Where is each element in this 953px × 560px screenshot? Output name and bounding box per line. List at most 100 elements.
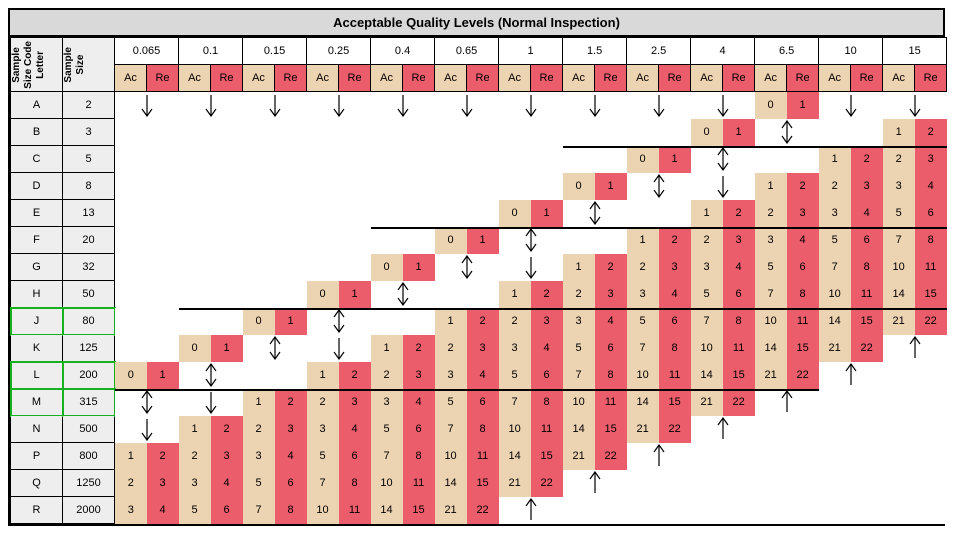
re-value-cell: 8: [915, 227, 947, 254]
ac-value-cell: 3: [819, 200, 851, 227]
re-value-cell: 2: [723, 200, 755, 227]
blank-cell: [243, 281, 307, 308]
re-value-cell: 4: [659, 281, 691, 308]
arrow-cell: [627, 92, 691, 119]
re-value-cell: 4: [595, 308, 627, 335]
re-value-cell: 8: [787, 281, 819, 308]
re-value-cell: 3: [851, 173, 883, 200]
blank-cell: [499, 146, 563, 173]
re-value-cell: 6: [403, 416, 435, 443]
blank-cell: [115, 281, 179, 308]
ac-value-cell: 0: [499, 200, 531, 227]
arrow-cell: [819, 92, 883, 119]
re-value-cell: 1: [147, 362, 179, 389]
blank-cell: [371, 227, 435, 254]
ac-value-cell: 7: [307, 470, 339, 497]
re-value-cell: 1: [339, 281, 371, 308]
arrow-cell: [563, 92, 627, 119]
re-value-cell: 3: [403, 362, 435, 389]
aql-level-header: 0.4: [371, 38, 435, 65]
blank-cell: [179, 227, 243, 254]
blank-cell: [755, 443, 819, 470]
re-value-cell: 1: [595, 173, 627, 200]
re-value-cell: 2: [787, 173, 819, 200]
ac-value-cell: 1: [371, 335, 403, 362]
re-value-cell: 4: [851, 200, 883, 227]
arrow-cell: [371, 92, 435, 119]
ac-value-cell: 14: [819, 308, 851, 335]
re-value-cell: 11: [851, 281, 883, 308]
arrow-cell: [499, 254, 563, 281]
blank-cell: [307, 119, 371, 146]
aql-level-header: 0.1: [179, 38, 243, 65]
re-value-cell: 2: [851, 146, 883, 173]
arrow-cell: [499, 497, 563, 524]
blank-cell: [371, 119, 435, 146]
blank-cell: [115, 173, 179, 200]
blank-cell: [307, 254, 371, 281]
sample-size-cell: 3: [63, 119, 115, 146]
blank-cell: [307, 146, 371, 173]
blank-cell: [435, 281, 499, 308]
ac-value-cell: 3: [307, 416, 339, 443]
aql-level-header: 4: [691, 38, 755, 65]
ac-value-cell: 2: [435, 335, 467, 362]
ac-value-cell: 0: [179, 335, 211, 362]
re-value-cell: 2: [915, 119, 947, 146]
aql-level-header: 0.15: [243, 38, 307, 65]
ac-value-cell: 5: [435, 389, 467, 416]
code-letter-cell: L: [11, 362, 63, 389]
re-value-cell: 6: [467, 389, 499, 416]
ac-value-cell: 7: [563, 362, 595, 389]
sample-size-cell: 8: [63, 173, 115, 200]
code-letter-cell: K: [11, 335, 63, 362]
re-value-cell: 1: [531, 200, 563, 227]
ac-header: Ac: [755, 65, 787, 92]
ac-value-cell: 21: [435, 497, 467, 524]
re-value-cell: 6: [915, 200, 947, 227]
arrow-cell: [115, 389, 179, 416]
arrow-cell: [307, 335, 371, 362]
re-value-cell: 11: [595, 389, 627, 416]
ac-value-cell: 5: [819, 227, 851, 254]
ac-header: Ac: [691, 65, 723, 92]
ac-header: Ac: [883, 65, 915, 92]
re-value-cell: 4: [467, 362, 499, 389]
ac-value-cell: 14: [499, 443, 531, 470]
blank-cell: [115, 335, 179, 362]
re-value-cell: 4: [147, 497, 179, 524]
ac-value-cell: 2: [563, 281, 595, 308]
ac-value-cell: 21: [563, 443, 595, 470]
ac-value-cell: 1: [563, 254, 595, 281]
re-value-cell: 2: [275, 389, 307, 416]
code-letter-cell: D: [11, 173, 63, 200]
ac-value-cell: 5: [179, 497, 211, 524]
re-value-cell: 22: [659, 416, 691, 443]
blank-cell: [819, 443, 883, 470]
ac-value-cell: 2: [819, 173, 851, 200]
ac-value-cell: 10: [819, 281, 851, 308]
re-value-cell: 8: [659, 335, 691, 362]
blank-cell: [243, 146, 307, 173]
arrow-cell: [499, 92, 563, 119]
ac-header: Ac: [179, 65, 211, 92]
sample-size-cell: 1250: [63, 470, 115, 497]
blank-cell: [435, 173, 499, 200]
ac-value-cell: 3: [243, 443, 275, 470]
arrow-cell: [435, 92, 499, 119]
blank-cell: [819, 416, 883, 443]
re-value-cell: 3: [147, 470, 179, 497]
re-value-cell: 6: [787, 254, 819, 281]
re-value-cell: 11: [723, 335, 755, 362]
re-value-cell: 6: [659, 308, 691, 335]
ac-value-cell: 2: [691, 227, 723, 254]
ac-header: Ac: [243, 65, 275, 92]
ac-value-cell: 3: [499, 335, 531, 362]
ac-header: Ac: [371, 65, 403, 92]
re-value-cell: 8: [595, 362, 627, 389]
ac-value-cell: 3: [755, 227, 787, 254]
code-letter-cell: B: [11, 119, 63, 146]
arrow-cell: [307, 92, 371, 119]
ac-value-cell: 7: [627, 335, 659, 362]
ac-value-cell: 10: [307, 497, 339, 524]
